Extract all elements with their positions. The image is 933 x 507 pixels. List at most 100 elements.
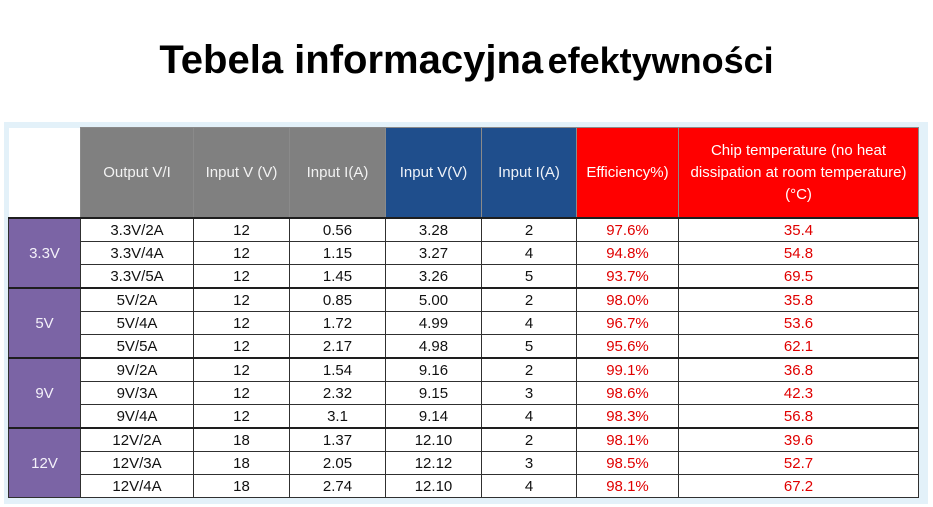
table-cell: 12.12	[385, 451, 482, 475]
table-cell: 98.1%	[576, 474, 679, 498]
table-cell: 12	[193, 311, 290, 335]
header-chip-temperature: Chip temperature (no heat dissipation at…	[678, 127, 919, 219]
table-cell: 4	[481, 404, 577, 429]
table-cell: 12V/2A	[80, 427, 194, 452]
table-cell: 12	[193, 287, 290, 312]
table-cell: 3.28	[385, 217, 482, 242]
table-cell: 5.00	[385, 287, 482, 312]
table-cell: 3.1	[289, 404, 386, 429]
table-cell: 2	[481, 287, 577, 312]
table-cell: 98.5%	[576, 451, 679, 475]
table-cell: 3.26	[385, 264, 482, 289]
table-cell: 2	[481, 427, 577, 452]
table-body: 3.3V 3.3V/2A 12 0.56 3.28 2 97.6% 35.4 3.3V/4A 12…	[8, 217, 919, 498]
table-cell: 3.3V/5A	[80, 264, 194, 289]
table-cell: 2.05	[289, 451, 386, 475]
table-cell: 35.4	[678, 217, 919, 242]
table-cell: 12	[193, 217, 290, 242]
table-cell: 0.56	[289, 217, 386, 242]
table-row: 9V 9V/2A 12 1.54 9.16 2 99.1% 36.8	[8, 357, 919, 429]
header-row: Output V/I Input V (V) Input I(A) Input …	[8, 127, 919, 219]
efficiency-table: Output V/I Input V (V) Input I(A) Input …	[8, 127, 919, 498]
table-cell: 1.45	[289, 264, 386, 289]
table-cell: 4	[481, 311, 577, 335]
table-cell: 9.14	[385, 404, 482, 429]
table-cell: 3.27	[385, 241, 482, 265]
table-cell: 5V/2A	[80, 287, 194, 312]
table-cell: 42.3	[678, 381, 919, 405]
table-cell: 99.1%	[576, 357, 679, 382]
group-label: 12V	[8, 427, 81, 498]
table-cell: 3.3V/2A	[80, 217, 194, 242]
table-row: 12V 12V/2A 18 1.37 12.10 2 98.1% 39.6	[8, 427, 919, 498]
table-cell: 18	[193, 451, 290, 475]
table-cell: 67.2	[678, 474, 919, 498]
table-cell: 3	[481, 451, 577, 475]
table-cell: 4.99	[385, 311, 482, 335]
table-row: 12V/4A 18 2.74 12.10 4 98.1% 67.2	[9, 474, 919, 498]
header-input-i-measured: Input I(A)	[481, 127, 577, 219]
table-cell: 12	[193, 381, 290, 405]
table-cell: 93.7%	[576, 264, 679, 289]
table-cell: 94.8%	[576, 241, 679, 265]
table-cell: 96.7%	[576, 311, 679, 335]
header-input-v: Input V (V)	[193, 127, 290, 219]
title-accent: efektywności	[547, 40, 774, 81]
table-cell: 5	[481, 264, 577, 289]
table-cell: 36.8	[678, 357, 919, 382]
table-cell: 56.8	[678, 404, 919, 429]
table-cell: 1.54	[289, 357, 386, 382]
table-cell: 12	[193, 264, 290, 289]
table-cell: 39.6	[678, 427, 919, 452]
title-main: Tebela informacyjna	[159, 38, 544, 82]
table-cell: 12.10	[385, 474, 482, 498]
table-cell: 9.16	[385, 357, 482, 382]
table-cell: 98.6%	[576, 381, 679, 405]
group-label: 3.3V	[8, 217, 81, 289]
table-cell: 98.0%	[576, 287, 679, 312]
header-output: Output V/I	[80, 127, 194, 219]
table-cell: 12V/4A	[80, 474, 194, 498]
table-cell: 97.6%	[576, 217, 679, 242]
table-cell: 2.17	[289, 334, 386, 359]
table-row: 12V/3A 18 2.05 12.12 3 98.5% 52.7	[9, 451, 919, 475]
table-cell: 95.6%	[576, 334, 679, 359]
header-input-i: Input I(A)	[289, 127, 386, 219]
table-cell: 2.74	[289, 474, 386, 498]
table-row: 3.3V/5A 12 1.45 3.26 5 93.7% 69.5	[9, 264, 919, 289]
table-cell: 4	[481, 474, 577, 498]
table-cell: 5V/5A	[80, 334, 194, 359]
table-cell: 12	[193, 334, 290, 359]
table-row: 3.3V/4A 12 1.15 3.27 4 94.8% 54.8	[9, 241, 919, 265]
table-cell: 5	[481, 334, 577, 359]
header-efficiency: Efficiency%)	[576, 127, 679, 219]
table-cell: 54.8	[678, 241, 919, 265]
table-cell: 62.1	[678, 334, 919, 359]
table-cell: 9V/2A	[80, 357, 194, 382]
table-cell: 9V/4A	[80, 404, 194, 429]
table-row: 3.3V 3.3V/2A 12 0.56 3.28 2 97.6% 35.4	[8, 217, 919, 289]
table-cell: 98.1%	[576, 427, 679, 452]
table-row: 5V/5A 12 2.17 4.98 5 95.6% 62.1	[9, 334, 919, 359]
header-corner	[8, 127, 81, 218]
table-cell: 12	[193, 357, 290, 382]
table-row: 5V/4A 12 1.72 4.99 4 96.7% 53.6	[9, 311, 919, 335]
table-row: 9V/4A 12 3.1 9.14 4 98.3% 56.8	[9, 404, 919, 429]
table-cell: 53.6	[678, 311, 919, 335]
page-title: Tebela informacyjna efektywności	[0, 38, 933, 83]
table-cell: 12	[193, 404, 290, 429]
table-row: 5V 5V/2A 12 0.85 5.00 2 98.0% 35.8	[8, 287, 919, 359]
table-cell: 0.85	[289, 287, 386, 312]
table-cell: 2	[481, 357, 577, 382]
group-label: 5V	[8, 287, 81, 359]
table-cell: 52.7	[678, 451, 919, 475]
table-cell: 12	[193, 241, 290, 265]
table-cell: 35.8	[678, 287, 919, 312]
table-cell: 9V/3A	[80, 381, 194, 405]
table-cell: 4.98	[385, 334, 482, 359]
table-cell: 18	[193, 474, 290, 498]
table-cell: 5V/4A	[80, 311, 194, 335]
table-cell: 1.72	[289, 311, 386, 335]
table-cell: 3.3V/4A	[80, 241, 194, 265]
table-cell: 12V/3A	[80, 451, 194, 475]
